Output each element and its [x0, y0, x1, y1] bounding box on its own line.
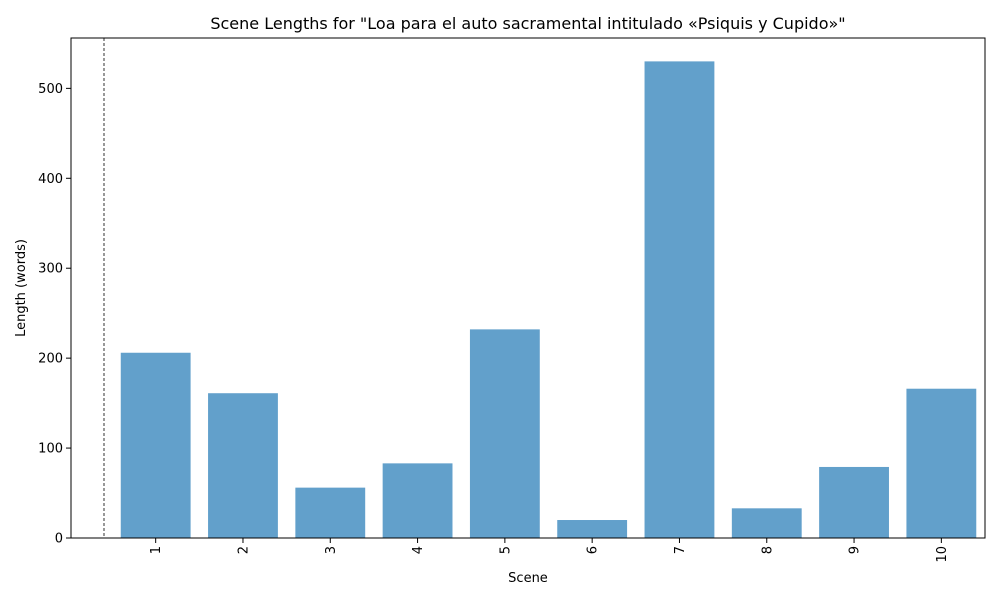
- x-tick-label: 9: [848, 546, 863, 554]
- chart-title: Scene Lengths for "Loa para el auto sacr…: [210, 14, 845, 33]
- x-tick-label: 7: [673, 546, 688, 554]
- bar-scene-10: [906, 388, 977, 538]
- x-axis-label: Scene: [508, 571, 548, 586]
- plot-area: [120, 61, 977, 539]
- bar-scene-5: [469, 329, 540, 538]
- x-tick-label: 3: [324, 546, 339, 554]
- bar-scene-3: [295, 487, 366, 538]
- bar-scene-2: [208, 393, 278, 538]
- y-tick-label: 300: [38, 262, 63, 277]
- bar-scene-8: [731, 508, 802, 538]
- y-tick-label: 500: [38, 82, 63, 97]
- x-tick-label: 10: [935, 546, 950, 563]
- bar-scene-4: [382, 463, 453, 538]
- x-tick-label: 8: [760, 546, 775, 554]
- x-axis: 1 2 3 4 5 6 7 8 9 10: [149, 538, 950, 563]
- y-axis: 0 100 200 300 400 500: [38, 82, 71, 547]
- x-tick-label: 1: [149, 546, 164, 554]
- x-tick-label: 2: [236, 546, 251, 554]
- y-tick-label: 100: [38, 442, 63, 457]
- y-tick-label: 0: [55, 532, 63, 547]
- bar-scene-9: [819, 466, 889, 538]
- y-axis-label: Length (words): [14, 239, 29, 337]
- x-tick-label: 4: [411, 546, 426, 554]
- x-tick-label: 6: [586, 546, 601, 554]
- y-tick-label: 400: [38, 172, 63, 187]
- bar-scene-6: [557, 520, 628, 538]
- y-tick-label: 200: [38, 352, 63, 367]
- plot-frame: [70, 37, 986, 539]
- bar-scene-1: [120, 352, 191, 538]
- x-tick-label: 5: [498, 546, 513, 554]
- bar-scene-7: [644, 61, 715, 539]
